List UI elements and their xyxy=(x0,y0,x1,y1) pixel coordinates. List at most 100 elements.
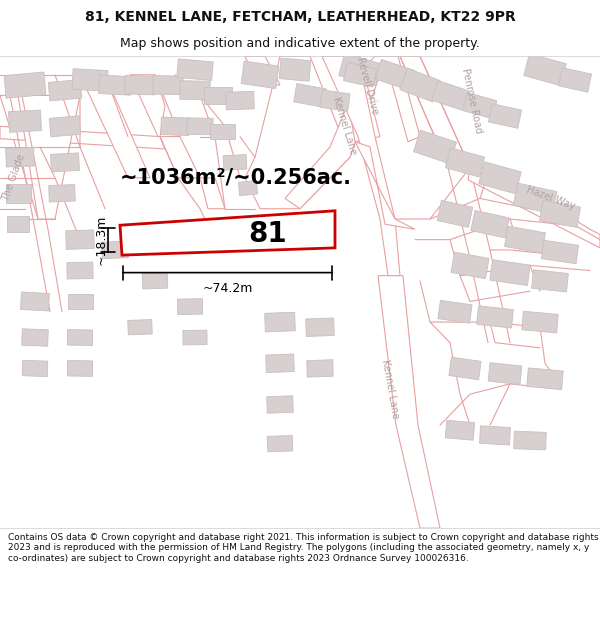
Polygon shape xyxy=(67,361,92,376)
Polygon shape xyxy=(178,299,203,314)
Polygon shape xyxy=(72,69,108,91)
Text: ~18.3m: ~18.3m xyxy=(95,215,107,266)
Polygon shape xyxy=(437,201,473,228)
Polygon shape xyxy=(541,241,578,264)
Polygon shape xyxy=(8,110,41,132)
Polygon shape xyxy=(49,184,75,202)
Text: Kennel Lane: Kennel Lane xyxy=(331,96,359,156)
Polygon shape xyxy=(320,90,350,111)
Polygon shape xyxy=(355,142,415,229)
Polygon shape xyxy=(177,59,213,81)
Polygon shape xyxy=(67,294,92,309)
Polygon shape xyxy=(488,104,521,128)
Polygon shape xyxy=(267,396,293,413)
Polygon shape xyxy=(102,241,128,259)
Polygon shape xyxy=(130,75,180,137)
Polygon shape xyxy=(400,68,440,102)
Polygon shape xyxy=(522,311,558,333)
Polygon shape xyxy=(67,262,93,279)
Text: Map shows position and indicative extent of the property.: Map shows position and indicative extent… xyxy=(120,38,480,51)
Polygon shape xyxy=(67,329,92,346)
Polygon shape xyxy=(375,59,415,90)
Polygon shape xyxy=(22,329,48,346)
Polygon shape xyxy=(245,56,280,85)
Polygon shape xyxy=(322,56,400,276)
Polygon shape xyxy=(362,56,420,142)
Polygon shape xyxy=(285,75,380,209)
Polygon shape xyxy=(161,117,189,136)
Text: Kennel Lane: Kennel Lane xyxy=(380,359,400,419)
Polygon shape xyxy=(65,230,94,249)
Polygon shape xyxy=(343,62,377,87)
Polygon shape xyxy=(449,357,481,380)
Text: Revell Drive: Revell Drive xyxy=(356,56,380,116)
Text: Penrose Road: Penrose Road xyxy=(460,67,484,134)
Polygon shape xyxy=(559,68,592,92)
Polygon shape xyxy=(514,431,546,450)
Polygon shape xyxy=(413,130,457,164)
Polygon shape xyxy=(340,56,380,142)
Polygon shape xyxy=(7,216,29,232)
Polygon shape xyxy=(209,124,235,139)
Polygon shape xyxy=(0,96,55,219)
Polygon shape xyxy=(463,92,497,119)
Polygon shape xyxy=(479,426,511,445)
Polygon shape xyxy=(160,137,200,178)
Polygon shape xyxy=(446,148,484,177)
Polygon shape xyxy=(279,58,311,81)
Polygon shape xyxy=(527,368,563,389)
Polygon shape xyxy=(125,75,155,95)
Polygon shape xyxy=(532,270,568,292)
Text: Hazel Way: Hazel Way xyxy=(525,185,577,212)
Polygon shape xyxy=(204,87,232,104)
Polygon shape xyxy=(0,126,165,149)
Polygon shape xyxy=(267,436,293,452)
Polygon shape xyxy=(18,96,80,219)
Text: ~74.2m: ~74.2m xyxy=(202,282,253,294)
Polygon shape xyxy=(4,72,46,98)
Polygon shape xyxy=(471,211,509,238)
Polygon shape xyxy=(180,81,210,100)
Polygon shape xyxy=(183,330,207,345)
Polygon shape xyxy=(307,360,333,377)
Polygon shape xyxy=(488,362,522,384)
Polygon shape xyxy=(245,56,350,209)
Polygon shape xyxy=(200,178,225,209)
Text: ~1036m²/~0.256ac.: ~1036m²/~0.256ac. xyxy=(120,168,352,188)
Text: 81, KENNEL LANE, FETCHAM, LEATHERHEAD, KT22 9PR: 81, KENNEL LANE, FETCHAM, LEATHERHEAD, K… xyxy=(85,10,515,24)
Text: 81: 81 xyxy=(248,221,287,249)
Polygon shape xyxy=(306,318,334,336)
Polygon shape xyxy=(505,226,545,253)
Polygon shape xyxy=(266,354,294,372)
Polygon shape xyxy=(20,292,49,311)
Polygon shape xyxy=(223,154,247,170)
Polygon shape xyxy=(226,91,254,110)
Polygon shape xyxy=(378,276,440,528)
Polygon shape xyxy=(98,75,131,95)
Polygon shape xyxy=(142,272,168,289)
Polygon shape xyxy=(187,118,213,135)
Polygon shape xyxy=(438,300,472,323)
Polygon shape xyxy=(476,306,514,328)
Text: The Glade: The Glade xyxy=(1,152,27,203)
Polygon shape xyxy=(339,54,381,86)
Polygon shape xyxy=(241,61,279,89)
Polygon shape xyxy=(293,84,326,107)
Polygon shape xyxy=(5,184,31,203)
Text: Contains OS data © Crown copyright and database right 2021. This information is : Contains OS data © Crown copyright and d… xyxy=(8,533,598,562)
Polygon shape xyxy=(22,360,48,377)
Polygon shape xyxy=(80,75,150,178)
Polygon shape xyxy=(48,79,82,101)
Polygon shape xyxy=(539,201,580,228)
Polygon shape xyxy=(451,252,489,279)
Polygon shape xyxy=(400,56,470,168)
Polygon shape xyxy=(513,183,557,214)
Polygon shape xyxy=(49,116,81,137)
Polygon shape xyxy=(153,76,183,94)
Polygon shape xyxy=(50,153,79,172)
Polygon shape xyxy=(479,162,521,194)
Polygon shape xyxy=(265,312,295,332)
Polygon shape xyxy=(238,181,257,196)
Polygon shape xyxy=(445,420,475,440)
Polygon shape xyxy=(128,319,152,335)
